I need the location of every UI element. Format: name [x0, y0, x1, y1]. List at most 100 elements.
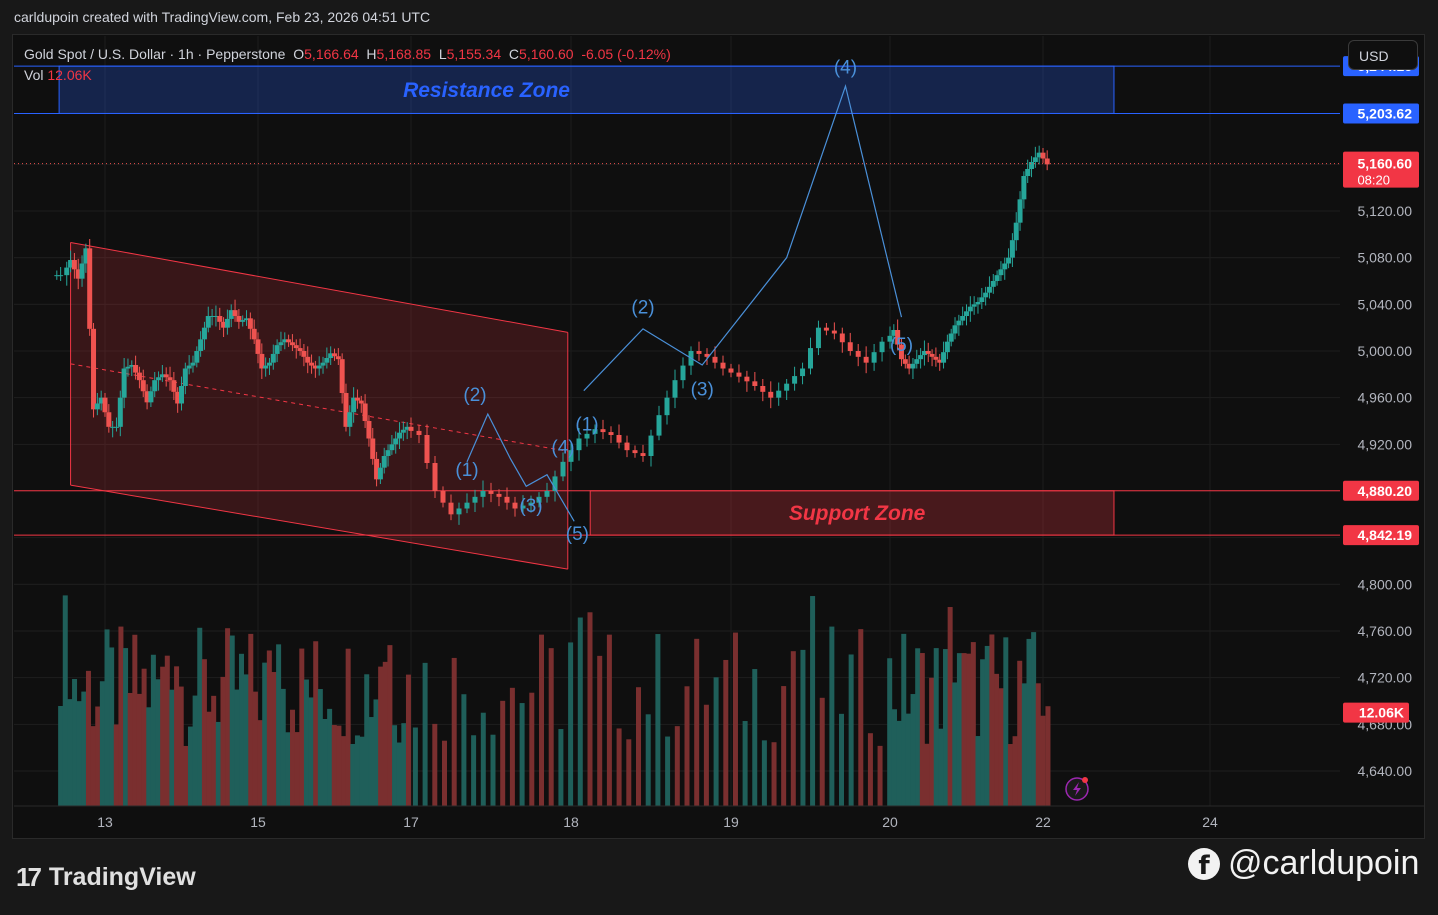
support-zone[interactable] — [589, 490, 1115, 536]
candle-body — [68, 260, 74, 268]
candle-body — [1032, 157, 1038, 162]
candle-body — [863, 356, 869, 363]
candle-body — [1029, 162, 1035, 169]
y-axis-label: 5,000.00 — [1358, 343, 1413, 359]
volume-bar — [141, 668, 147, 806]
candle-body — [79, 263, 85, 279]
close-value: 5,160.60 — [519, 46, 574, 62]
candle-body — [98, 397, 104, 404]
y-axis-label: 4,720.00 — [1358, 670, 1413, 686]
candle-body — [163, 374, 169, 378]
candle-body — [194, 351, 200, 363]
candle-body — [925, 351, 931, 354]
volume-bar — [781, 686, 787, 806]
volume-bar — [905, 713, 911, 806]
facebook-icon: f — [1188, 847, 1220, 881]
candle-body — [244, 318, 250, 321]
candle-body — [266, 362, 272, 366]
volume-bar — [382, 661, 388, 806]
wave-label: (4) — [834, 57, 857, 78]
volume-bar — [461, 694, 467, 806]
candle-body — [560, 461, 566, 477]
candle-body — [568, 450, 574, 462]
candle-body — [664, 397, 670, 416]
volume-bar — [877, 745, 883, 806]
resistance-zone[interactable] — [58, 65, 1115, 114]
candle-body — [167, 377, 173, 381]
channel-lower-line[interactable] — [70, 484, 568, 570]
candle-body — [255, 339, 261, 354]
volume-bar — [280, 688, 286, 806]
wave-label: (2) — [631, 298, 654, 319]
volume-bar — [136, 693, 142, 806]
volume-bar — [239, 653, 245, 806]
x-axis-label: 24 — [1202, 814, 1218, 830]
candle-body — [576, 438, 582, 451]
candle-body — [464, 502, 470, 509]
volume-bar — [509, 687, 515, 806]
candle-body — [270, 353, 276, 363]
candle-body — [121, 368, 127, 398]
volume-bar — [655, 634, 661, 806]
candle-body — [536, 496, 542, 503]
candle-body — [600, 429, 606, 433]
low-value: 5,155.34 — [446, 46, 502, 62]
candle-body — [217, 316, 223, 322]
wave-label: (3) — [519, 496, 542, 517]
bar-countdown: 08:20 — [1357, 173, 1390, 188]
volume-bar — [539, 634, 544, 806]
alert-bolt-glyph — [1073, 782, 1081, 796]
candle-body — [374, 458, 380, 480]
tradingview-wordmark: TradingView — [48, 862, 196, 891]
candle-body — [640, 453, 646, 456]
candle-body — [656, 415, 662, 436]
candle-body — [680, 365, 686, 381]
candle-body — [209, 316, 215, 317]
candle-body — [106, 412, 112, 427]
volume-bar — [500, 700, 506, 806]
candle-body — [879, 341, 885, 353]
candle-body — [293, 345, 299, 349]
volume-bar — [867, 733, 873, 806]
candle-body — [366, 421, 372, 439]
volume-bar — [220, 676, 226, 806]
y-axis-label: 4,960.00 — [1358, 390, 1413, 406]
volume-bar — [989, 634, 995, 806]
candle-body — [979, 297, 985, 302]
tradingview-logo-icon: 17 — [16, 861, 42, 892]
candle-body — [232, 310, 238, 316]
candle-body — [251, 328, 257, 340]
candle-body — [113, 426, 119, 428]
volume-bar — [956, 653, 962, 806]
channel-upper-line[interactable] — [70, 242, 568, 333]
volume-bar — [1003, 637, 1009, 806]
symbol-description[interactable]: Gold Spot / U.S. Dollar · 1h · Peppersto… — [24, 46, 286, 62]
candle-body — [933, 356, 939, 360]
candle-body — [140, 380, 146, 392]
volume-bar — [1021, 683, 1027, 806]
candle-body — [397, 432, 403, 439]
candle-body — [504, 496, 510, 503]
candle-body — [400, 429, 406, 433]
volume-bar — [761, 740, 767, 806]
axis-zone-price-tag — [1343, 480, 1419, 501]
volume-bar — [99, 681, 105, 806]
candle-body — [871, 352, 877, 363]
elliott-wave-path[interactable] — [466, 412, 575, 522]
candle-body — [528, 502, 534, 506]
volume-bar — [373, 699, 379, 806]
volume-bar — [336, 725, 342, 806]
volume-bar — [606, 634, 612, 806]
volume-bar — [616, 728, 622, 806]
candle-body — [175, 391, 181, 404]
candle-body — [370, 438, 376, 459]
volume-bar — [451, 657, 457, 806]
volume-bar — [178, 686, 184, 806]
volume-bar — [76, 701, 82, 806]
volume-bar — [67, 699, 73, 806]
candle-body — [937, 359, 943, 363]
elliott-wave-path[interactable] — [583, 84, 903, 392]
currency-button[interactable]: USD — [1348, 40, 1418, 70]
candle-body — [289, 342, 295, 346]
